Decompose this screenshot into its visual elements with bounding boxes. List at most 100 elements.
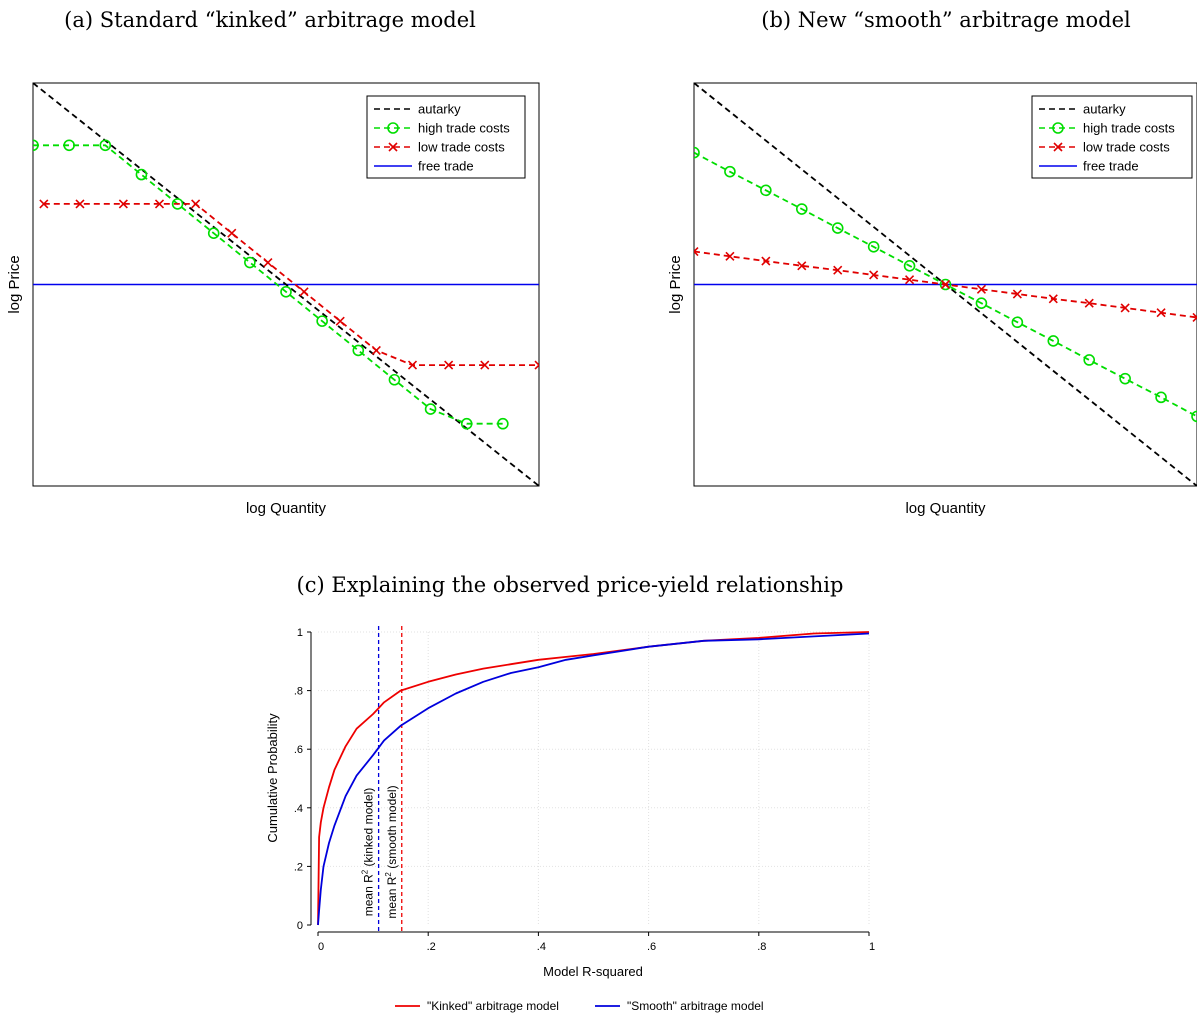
panel-b-series-high-trade-costs-marker <box>1047 335 1060 347</box>
panel-b-series-high-trade-costs-marker <box>831 222 844 234</box>
panel-a-series-high-trade-costs-marker <box>424 403 437 415</box>
panel-a-chart: (a) Standard “kinked” arbitrage model aut… <box>6 8 540 517</box>
panel-a-series-high-trade-costs-marker <box>171 198 184 210</box>
panel-b-series-low-trade-costs-marker <box>1156 308 1166 318</box>
legend-label: low trade costs <box>1083 140 1170 155</box>
panel-b-series-high-trade-costs-marker <box>795 203 808 215</box>
panel-a-series-low-trade-costs <box>39 199 539 370</box>
panel-b-series-low-trade-costs-marker <box>694 246 699 257</box>
panel-a-plot-area <box>33 83 539 486</box>
panel-b-series-low-trade-costs-marker <box>1084 298 1094 308</box>
panel-b-series-low-trade-costs-marker <box>833 265 843 275</box>
panel-a-series-low-trade-costs-marker <box>480 360 490 370</box>
reference-line-label: mean R2 (smooth model) <box>384 785 399 918</box>
panel-b-series-low-trade-costs-marker <box>869 270 879 280</box>
panel-a-series-low-trade-costs-line <box>43 202 539 367</box>
panel-c-gridlines <box>318 631 870 925</box>
panel-a-series-low-trade-costs-marker <box>299 287 309 297</box>
legend-marker <box>387 122 399 134</box>
panel-b-series-high-trade-costs-marker <box>760 184 772 197</box>
legend-label: high trade costs <box>418 121 510 136</box>
panel-a-series-high-trade-costs-marker <box>388 373 401 386</box>
x-tick-label: .6 <box>647 941 656 953</box>
panel-b-y-axis-label: log Price <box>667 255 684 313</box>
panel-b-series-high-trade-costs-marker <box>939 278 952 291</box>
y-tick-label: .4 <box>294 803 303 815</box>
legend-label: free trade <box>1083 159 1139 174</box>
legend-marker <box>1052 122 1064 134</box>
panel-b-legend-box <box>1031 95 1193 179</box>
panel-b-series-low-trade-costs-marker <box>905 275 915 285</box>
legend-label: high trade costs <box>1083 121 1175 136</box>
panel-a-series-low-trade-costs-marker <box>335 316 345 326</box>
panel-b-legend-item-high-trade-costs: high trade costs <box>1039 121 1175 136</box>
panel-c-chart: (c) Explaining the observed price-yield … <box>265 573 875 1013</box>
x-tick-label: 1 <box>869 941 875 953</box>
panel-b-series-high-trade-costs-marker <box>903 260 916 272</box>
panel-a-series-low-trade-costs-marker <box>227 228 237 238</box>
panel-b-chart: (b) New “smooth” arbitrage model autarky h… <box>667 8 1197 517</box>
panel-c-legend-item-kinked: "Kinked" arbitrage model <box>395 999 559 1013</box>
legend-label: autarky <box>1083 102 1126 117</box>
panel-a-series-low-trade-costs-marker <box>39 199 49 209</box>
panel-a-series-high-trade-costs-marker <box>316 315 328 327</box>
panel-b-plot-area <box>694 83 1197 486</box>
legend-label: "Kinked" arbitrage model <box>427 999 559 1013</box>
legend-label: "Smooth" arbitrage model <box>627 999 764 1013</box>
panel-c-y-axis-label: Cumulative Probability <box>265 713 280 843</box>
panel-a-series-high-trade-costs-marker <box>33 139 39 152</box>
panel-a-series-high-trade-costs-marker <box>244 256 256 269</box>
x-tick-label: .8 <box>757 941 766 953</box>
panel-a-series-low-trade-costs-marker <box>154 199 165 209</box>
x-tick-label: .2 <box>427 941 436 953</box>
x-tick-label: 0 <box>318 941 324 953</box>
panel-a-title: (a) Standard “kinked” arbitrage model <box>64 8 476 32</box>
panel-a-legend-item-low-trade-costs: low trade costs <box>374 140 505 155</box>
panel-a-series-low-trade-costs-marker <box>444 360 454 370</box>
panel-c-legend: "Kinked" arbitrage model "Smooth" arbitra… <box>395 999 764 1013</box>
panel-a-series-high-trade-costs-marker <box>135 168 148 181</box>
legend-marker <box>388 142 398 152</box>
panel-b-series-low-trade-costs-marker <box>1012 289 1022 299</box>
panel-b-legend-item-autarky: autarky <box>1039 102 1126 117</box>
panel-a-series-autarky <box>33 83 539 486</box>
panel-b-legend-item-free-trade: free trade <box>1039 159 1139 174</box>
panel-a-series-high-trade-costs-marker <box>99 139 112 152</box>
panel-b-series-low-trade-costs-marker <box>797 261 807 271</box>
panel-a-legend-item-high-trade-costs: high trade costs <box>374 121 510 136</box>
panel-b-series-low-trade-costs-marker <box>976 284 986 294</box>
panel-b-series-high-trade-costs-marker <box>1191 410 1197 423</box>
panel-a-series-high-trade-costs-marker <box>63 139 75 152</box>
panel-b-series-low-trade-costs-marker <box>1048 294 1058 304</box>
y-tick-label: .2 <box>294 861 303 873</box>
panel-b-series-high-trade-costs-marker <box>1011 316 1024 329</box>
panel-b-series-high-trade-costs-marker <box>975 297 988 309</box>
panel-a-legend-box <box>366 95 526 179</box>
panel-c-legend-item-smooth: "Smooth" arbitrage model <box>595 999 764 1013</box>
panel-b-title: (b) New “smooth” arbitrage model <box>761 8 1131 32</box>
panel-b-legend-item-low-trade-costs: low trade costs <box>1039 140 1170 155</box>
panel-b-series-high-trade-costs-marker <box>724 165 736 178</box>
panel-a-series-high-trade-costs-line <box>33 144 503 425</box>
panel-a-series-high-trade-costs-marker <box>280 286 292 298</box>
panel-b-series-low-trade-costs <box>694 246 1197 323</box>
panel-c-mean-r2-line-smooth: mean R2 (smooth model) <box>384 626 403 932</box>
panel-a-series-low-trade-costs-marker <box>75 199 85 209</box>
legend-marker <box>1053 142 1063 152</box>
panel-a-series-high-trade-costs <box>33 139 509 430</box>
panel-a-x-axis-label: log Quantity <box>246 500 327 517</box>
panel-a-legend-item-autarky: autarky <box>374 102 461 117</box>
panel-a-series-autarky-line <box>33 83 539 486</box>
panel-a-legend: autarky high trade costs low trade costs fr… <box>366 95 526 179</box>
legend-label: free trade <box>418 159 474 174</box>
panel-b-series-high-trade-costs-marker <box>1119 372 1131 385</box>
x-tick-label: .4 <box>537 941 546 953</box>
panel-b-series-high-trade-costs-marker <box>694 146 700 159</box>
panel-b-series-low-trade-costs-marker <box>1192 312 1197 323</box>
panel-b-series-high-trade-costs-marker <box>1155 391 1167 404</box>
panel-a-series-low-trade-costs-marker <box>407 360 418 370</box>
panel-c-series-kinked-line <box>317 631 870 926</box>
panel-b-series-low-trade-costs-marker <box>940 279 951 290</box>
panel-a-series-low-trade-costs-marker <box>118 199 128 209</box>
